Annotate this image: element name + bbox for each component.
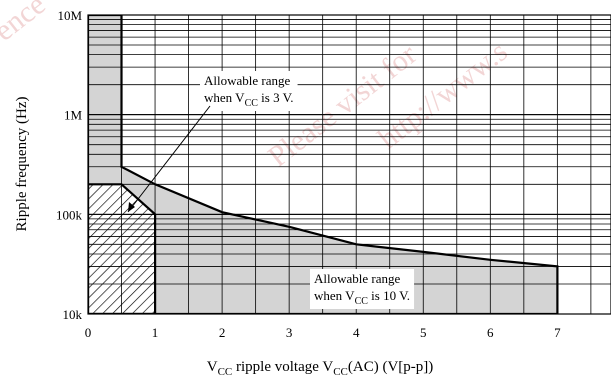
series-area-0 xyxy=(88,15,558,314)
watermark-text-3: ence xyxy=(0,0,52,48)
annotation-3v-line2: when VCC is 3 V. xyxy=(204,90,294,109)
x-tick-label: 3 xyxy=(286,325,293,340)
plot-frame xyxy=(87,14,611,315)
x-tick-label: 5 xyxy=(420,325,427,340)
annotation-3v: Allowable range when VCC is 3 V. xyxy=(127,71,298,213)
y-tick-label: 100k xyxy=(56,207,83,222)
annotation-3v-line1: Allowable range xyxy=(204,73,291,88)
x-tick-label: 7 xyxy=(554,325,561,340)
y-tick-label: 10M xyxy=(57,8,82,23)
annotation-3v-arrowhead xyxy=(128,202,135,212)
y-tick-label: 1M xyxy=(64,108,83,123)
x-tick-label: 6 xyxy=(487,325,494,340)
annotation-10v-line2: when VCC is 10 V. xyxy=(314,288,410,307)
annotation-10v: Allowable range when VCC is 10 V. xyxy=(310,269,415,309)
annotation-3v-leader xyxy=(127,105,211,213)
x-tick-labels: 0 1 2 3 4 5 6 7 xyxy=(85,325,561,340)
series-outline-0 xyxy=(88,15,559,314)
annotation-10v-box xyxy=(310,269,415,309)
x-tick-label: 4 xyxy=(353,325,360,340)
y-tick-labels: 10k 100k 1M 10M xyxy=(56,8,83,322)
y-axis-title: Ripple frequency (Hz) xyxy=(14,97,30,232)
x-tick-label: 1 xyxy=(152,325,159,340)
x-tick-label: 2 xyxy=(219,325,226,340)
y-tick-label: 10k xyxy=(63,307,83,322)
x-axis-title: VCC ripple voltage VCC(AC) (V[p-p]) xyxy=(207,359,434,378)
x-tick-label: 0 xyxy=(85,325,92,340)
annotation-3v-box xyxy=(200,71,298,111)
annotation-10v-line1: Allowable range xyxy=(314,271,401,286)
